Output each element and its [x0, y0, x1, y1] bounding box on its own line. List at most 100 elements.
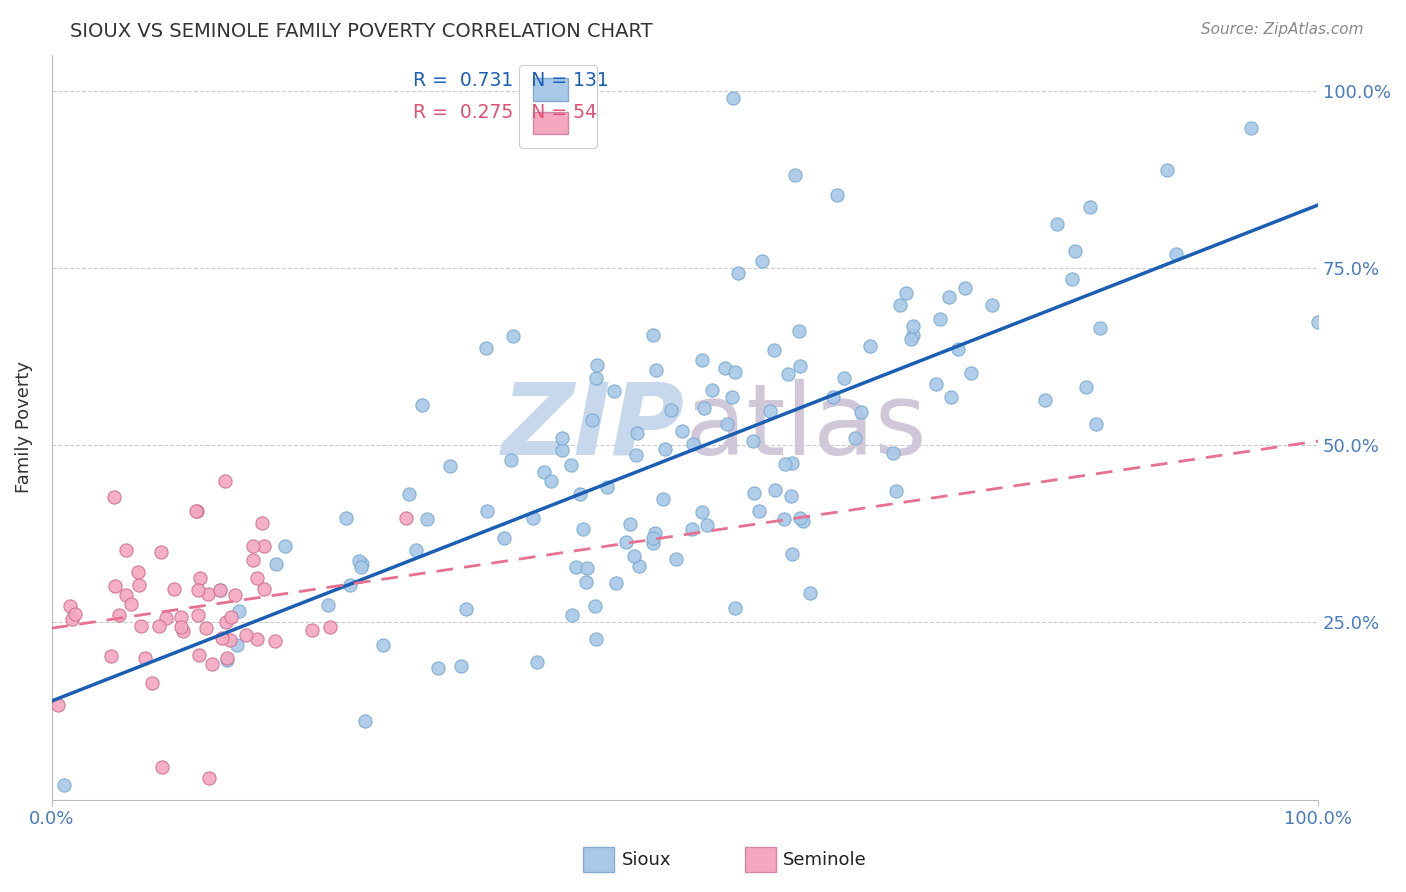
Point: [501, 453, 523, 467]
Point: [724, 365, 747, 379]
Point: [209, 582, 232, 597]
Point: [415, 511, 437, 525]
Point: [659, 402, 682, 417]
Point: [571, 522, 593, 536]
Point: [1156, 162, 1178, 177]
Text: R =  0.731   N = 131: R = 0.731 N = 131: [413, 71, 609, 90]
Point: [128, 578, 150, 592]
Point: [645, 363, 668, 377]
Point: [201, 657, 224, 671]
Point: [596, 480, 619, 494]
Point: [371, 638, 394, 652]
Point: [565, 559, 588, 574]
Point: [583, 599, 606, 613]
Point: [671, 425, 693, 439]
Text: Seminole: Seminole: [783, 851, 868, 869]
Point: [716, 417, 738, 431]
Point: [301, 624, 323, 638]
Point: [681, 522, 703, 536]
Point: [129, 619, 152, 633]
Point: [721, 91, 744, 105]
Point: [641, 536, 664, 550]
Point: [884, 484, 907, 499]
Point: [211, 631, 233, 645]
Point: [1062, 272, 1084, 286]
Point: [226, 638, 249, 652]
Point: [335, 511, 357, 525]
Point: [215, 615, 238, 629]
Point: [1240, 120, 1263, 135]
Point: [1045, 217, 1067, 231]
Point: [721, 390, 744, 404]
Point: [149, 544, 172, 558]
Point: [264, 557, 287, 571]
Point: [759, 404, 782, 418]
Point: [605, 576, 627, 591]
Point: [350, 560, 373, 574]
Text: Source: ZipAtlas.com: Source: ZipAtlas.com: [1201, 22, 1364, 37]
Point: [1064, 244, 1087, 258]
Point: [792, 514, 814, 528]
Point: [219, 610, 242, 624]
Point: [834, 371, 856, 385]
Point: [773, 458, 796, 472]
Point: [581, 413, 603, 427]
Point: [714, 360, 737, 375]
Point: [690, 353, 713, 368]
Point: [245, 571, 267, 585]
Point: [502, 329, 524, 343]
Point: [641, 532, 664, 546]
Point: [170, 609, 193, 624]
Point: [626, 448, 648, 462]
Point: [426, 661, 449, 675]
Point: [456, 602, 478, 616]
Point: [938, 290, 960, 304]
Point: [727, 267, 749, 281]
Point: [316, 598, 339, 612]
Point: [439, 458, 461, 473]
Point: [763, 343, 786, 357]
Point: [170, 619, 193, 633]
Point: [253, 582, 276, 597]
Point: [748, 504, 770, 518]
Point: [1088, 321, 1111, 335]
Point: [693, 401, 716, 416]
Point: [172, 624, 194, 639]
Point: [644, 526, 666, 541]
Point: [782, 548, 804, 562]
Point: [627, 558, 650, 573]
Point: [398, 487, 420, 501]
Point: [188, 648, 211, 662]
Point: [522, 511, 544, 525]
Point: [690, 506, 713, 520]
Point: [187, 607, 209, 622]
Point: [1085, 417, 1108, 431]
Point: [575, 574, 598, 589]
Point: [141, 675, 163, 690]
Point: [779, 489, 801, 503]
Point: [197, 587, 219, 601]
Point: [925, 377, 948, 392]
Point: [100, 648, 122, 663]
Point: [224, 588, 246, 602]
Point: [1164, 246, 1187, 260]
Point: [264, 634, 287, 648]
Point: [274, 539, 297, 553]
Point: [186, 504, 208, 518]
Point: [859, 339, 882, 353]
Point: [339, 578, 361, 592]
Point: [575, 561, 598, 575]
Point: [551, 431, 574, 445]
Point: [242, 539, 264, 553]
Point: [198, 771, 221, 785]
Point: [844, 431, 866, 445]
Point: [741, 434, 763, 449]
Point: [682, 437, 704, 451]
Point: [352, 557, 374, 571]
Point: [150, 760, 173, 774]
Point: [903, 328, 925, 343]
Point: [882, 446, 904, 460]
Point: [120, 597, 142, 611]
Point: [134, 651, 156, 665]
Point: [603, 384, 626, 398]
